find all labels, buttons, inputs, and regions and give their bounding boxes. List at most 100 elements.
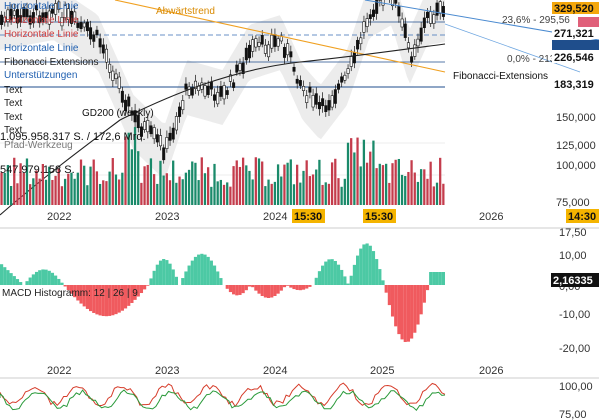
volume-bar [261, 161, 264, 205]
volume-bar [181, 179, 184, 205]
candle-body [108, 63, 112, 73]
volume-bar [251, 179, 254, 205]
volume-bar [67, 173, 70, 205]
candle-body [254, 38, 258, 48]
drawing-tool-item[interactable]: Fibonacci Extensions [4, 57, 99, 68]
macd-bar [356, 255, 360, 285]
volume-bar [257, 158, 261, 205]
drawing-tools-list[interactable]: Horizontale Linie Horizontale Linie Horizo… [4, 1, 99, 151]
macd-bar [438, 272, 442, 285]
drawing-tool-item[interactable]: Text [4, 85, 23, 96]
volume-bar [13, 157, 16, 205]
macd-bar [206, 256, 210, 285]
macd-bar [340, 269, 344, 285]
volume-bar [175, 182, 178, 205]
volume-bar [111, 158, 114, 205]
candle-body [104, 48, 108, 63]
drawing-tool-item[interactable]: Horizontale Linie [4, 1, 79, 12]
macd-bar [108, 285, 112, 316]
candle-body [200, 82, 204, 90]
candle-body [282, 46, 286, 58]
drawing-tool-item[interactable]: Horizontale Linie [4, 15, 79, 26]
candle-body [330, 95, 334, 108]
volume-bar [400, 174, 404, 205]
macd-bar [6, 270, 10, 285]
candle-body [317, 102, 321, 110]
drawing-tool-item[interactable]: Text [4, 112, 23, 123]
candle-body [162, 147, 166, 161]
volume-bar [102, 180, 105, 205]
volume-bar [178, 176, 181, 205]
candle-body [117, 76, 121, 89]
drawing-tool-item[interactable]: Pfad-Werkzeug [4, 140, 73, 151]
oscillator-line-1[interactable] [0, 382, 446, 408]
macd-bar [219, 278, 223, 285]
candle-body [73, 11, 77, 22]
price-panel[interactable]: Abwärtstrend GD200 (weekly) Fibonacci-Exte… [0, 0, 599, 216]
macd-bar [79, 285, 83, 304]
macd-bar [200, 253, 204, 285]
session-badge [566, 209, 599, 223]
volume-bar [299, 182, 302, 205]
volume-bar [340, 186, 343, 205]
drawing-tool-item[interactable]: Text [4, 125, 23, 136]
candle-body [235, 64, 239, 73]
macd-bar [343, 276, 347, 285]
trend-line[interactable] [114, 0, 446, 73]
candle-body [251, 39, 255, 52]
session-label: 15:30 [294, 211, 322, 223]
fib-ray-2[interactable] [444, 23, 581, 73]
candle-body [174, 116, 178, 131]
macd-bar [368, 245, 372, 285]
macd-panel[interactable]: MACD Histogramm: 12 | 26 | 9 [0, 243, 445, 342]
volume-bar [0, 172, 3, 205]
volume-bar [343, 178, 346, 205]
oscillator-line-2[interactable] [0, 389, 446, 411]
macd-bar [54, 275, 58, 285]
candle-body [178, 106, 182, 117]
candle-body [92, 34, 96, 42]
volume-bar [159, 160, 162, 205]
candle-body [9, 8, 13, 21]
volume-bar [203, 173, 207, 205]
candle-body [206, 85, 210, 95]
drawing-tool-item[interactable]: Text [4, 98, 23, 109]
volume-bar [432, 186, 435, 205]
volume-bar [372, 140, 375, 205]
candle-body [155, 134, 159, 143]
macd-bar [82, 285, 86, 307]
candle-body [406, 42, 410, 49]
candle-body [15, 9, 19, 24]
macd-bar [101, 285, 105, 317]
macd-bar [387, 285, 391, 306]
oscillator-panel[interactable] [0, 382, 446, 411]
fib-ext-label: Fibonacci-Extensions [453, 71, 548, 82]
fib-level-0: 0,0% - 213,35 [507, 54, 570, 65]
candle-body [54, 3, 58, 15]
price-axis-label: 75,000 [556, 197, 590, 209]
drawing-tool-item[interactable]: Horizontale Linie [4, 29, 79, 40]
candle-body [6, 9, 10, 22]
macd-xaxis-label: 2024 [263, 365, 287, 377]
macd-bar [212, 265, 217, 285]
volume-bar [394, 159, 397, 205]
candle-body [101, 44, 105, 54]
volume-bar [381, 165, 385, 205]
macd-bar [133, 285, 137, 300]
candle-body [263, 44, 267, 54]
volume-bar [353, 152, 356, 205]
drawing-tool-item[interactable]: Unterstützungen [4, 70, 77, 81]
macd-bar [123, 285, 128, 309]
macd-bar [298, 285, 302, 291]
price-badge-label: 226,546 [554, 52, 594, 64]
volume-bar [98, 183, 102, 205]
macd-bar [292, 285, 296, 290]
gd200-line[interactable] [0, 43, 446, 216]
macd-bar [289, 285, 293, 288]
candle-body [368, 14, 372, 19]
candle-body [327, 100, 331, 111]
candle-body [416, 38, 420, 47]
candle-body [305, 95, 309, 103]
drawing-tool-item[interactable]: Horizontale Linie [4, 43, 79, 54]
